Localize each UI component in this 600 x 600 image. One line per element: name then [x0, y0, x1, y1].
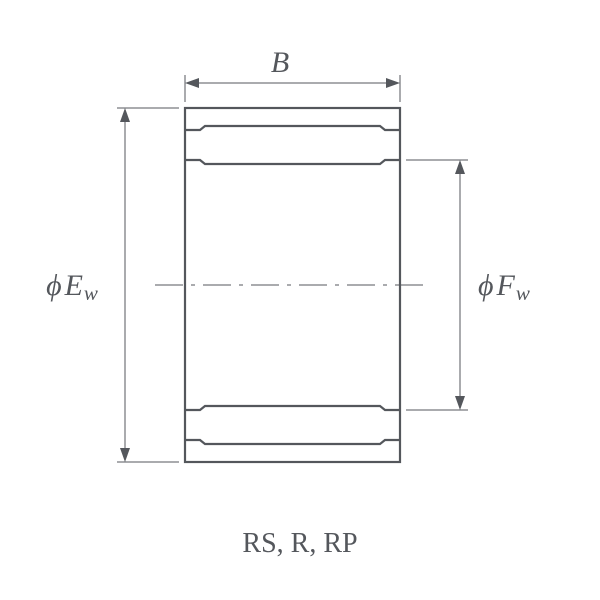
upper-band-bottom	[185, 160, 400, 164]
label-phi-Ew: ϕEw	[46, 269, 98, 305]
label-series: RS, R, RP	[242, 528, 357, 559]
upper-band-top	[185, 126, 400, 130]
arrowhead	[386, 78, 400, 88]
arrowhead	[455, 396, 465, 410]
lower-band-top	[185, 406, 400, 410]
label-phi-Fw: ϕFw	[478, 269, 530, 305]
arrowhead	[120, 108, 130, 122]
arrowhead	[185, 78, 199, 88]
arrowhead	[120, 448, 130, 462]
lower-band-bottom	[185, 440, 400, 444]
label-B: B	[271, 46, 289, 79]
arrowhead	[455, 160, 465, 174]
